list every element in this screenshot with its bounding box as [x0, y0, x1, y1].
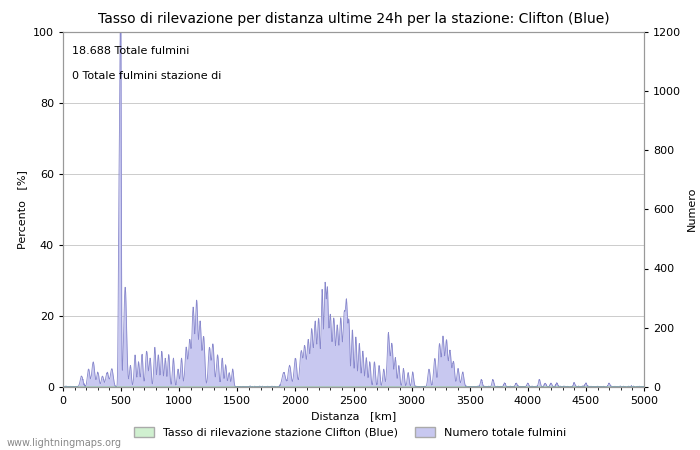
Y-axis label: Percento   [%]: Percento [%] [18, 170, 27, 249]
X-axis label: Distanza   [km]: Distanza [km] [311, 412, 396, 422]
Y-axis label: Numero: Numero [687, 187, 696, 231]
Title: Tasso di rilevazione per distanza ultime 24h per la stazione: Clifton (Blue): Tasso di rilevazione per distanza ultime… [98, 12, 609, 26]
Text: 18.688 Totale fulmini: 18.688 Totale fulmini [71, 46, 189, 56]
Legend: Tasso di rilevazione stazione Clifton (Blue), Numero totale fulmini: Tasso di rilevazione stazione Clifton (B… [130, 423, 570, 442]
Text: 0 Totale fulmini stazione di: 0 Totale fulmini stazione di [71, 71, 221, 81]
Text: www.lightningmaps.org: www.lightningmaps.org [7, 438, 122, 448]
